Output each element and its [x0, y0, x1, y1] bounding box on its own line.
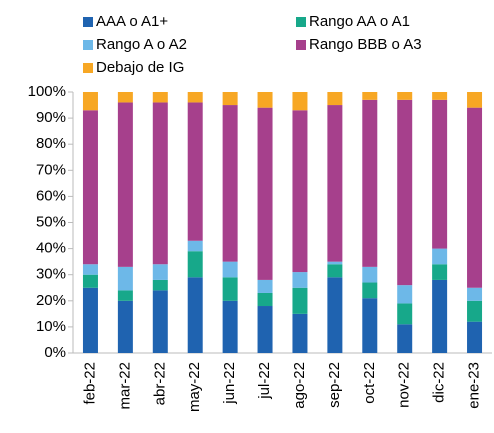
x-tick-label: jun-22	[221, 362, 238, 405]
y-tick-label: 60%	[36, 187, 66, 204]
bar-segment	[432, 99, 448, 249]
bar-segment	[117, 92, 133, 103]
y-tick-label: 100%	[28, 83, 66, 100]
legend-swatch	[296, 17, 306, 27]
legend-label: Rango A o A2	[96, 36, 187, 53]
legend-swatch	[83, 17, 93, 27]
bar-segment	[432, 279, 448, 353]
bar-segment	[257, 92, 273, 108]
bar-segment	[187, 102, 203, 241]
bar-segment	[117, 102, 133, 267]
bar-segment	[222, 277, 238, 301]
bar-segment	[362, 92, 378, 100]
x-tick-label: oct-22	[361, 362, 378, 404]
bar-segment	[292, 92, 308, 111]
bar-segment	[397, 285, 413, 304]
x-tick-label: nov-22	[396, 362, 413, 408]
bar-segment	[397, 324, 413, 353]
bar-segment	[292, 110, 308, 273]
bar-segment	[292, 313, 308, 353]
bar-segment	[467, 107, 483, 288]
bar-segment	[362, 99, 378, 267]
bar-segment	[327, 261, 343, 265]
x-tick-label: abr-22	[151, 362, 168, 405]
bar-segment	[82, 264, 98, 275]
bar-segment	[82, 287, 98, 353]
bar-segment	[397, 92, 413, 100]
bar-segment	[117, 266, 133, 291]
bar-segment	[327, 105, 343, 262]
legend-label: Debajo de IG	[96, 59, 184, 76]
bar-segment	[467, 287, 483, 301]
bar-segment	[257, 292, 273, 307]
bar-segment	[327, 277, 343, 353]
legend-swatch	[83, 40, 93, 50]
bar-segment	[432, 264, 448, 280]
bar-segment	[362, 282, 378, 299]
bar-segment	[117, 300, 133, 353]
y-tick-label: 90%	[36, 109, 66, 126]
x-tick-label: jul-22	[256, 362, 273, 400]
bar-segment	[82, 92, 98, 111]
bar-segment	[257, 279, 273, 293]
bar-segment	[187, 240, 203, 252]
bar-segment	[292, 287, 308, 314]
bar-segment	[432, 92, 448, 100]
x-tick-label: feb-22	[81, 362, 98, 405]
bar-segment	[187, 277, 203, 353]
bar-segment	[397, 303, 413, 325]
bar-segment	[257, 107, 273, 280]
bar-segment	[222, 300, 238, 353]
legend-label: AAA o A1+	[96, 13, 168, 30]
bar-segment	[152, 264, 168, 280]
bar-segment	[467, 92, 483, 108]
bar-segment	[152, 290, 168, 353]
legend-label: Rango BBB o A3	[309, 36, 422, 53]
x-tick-label: ene-23	[466, 362, 483, 409]
y-tick-label: 80%	[36, 135, 66, 152]
bar-segment	[117, 290, 133, 301]
bar-segment	[327, 92, 343, 106]
y-tick-label: 50%	[36, 213, 66, 230]
legend-swatch	[296, 40, 306, 50]
bar-segment	[292, 272, 308, 288]
bar-segment	[327, 264, 343, 278]
y-tick-label: 20%	[36, 292, 66, 309]
x-tick-label: may-22	[186, 362, 203, 412]
bar-segment	[362, 266, 378, 283]
bar-segment	[152, 102, 168, 265]
x-tick-label: sep-22	[326, 362, 343, 408]
x-tick-label: ago-22	[291, 362, 308, 409]
bar-segment	[362, 298, 378, 353]
bar-segment	[152, 92, 168, 103]
bar-segment	[257, 306, 273, 353]
bar-segment	[397, 99, 413, 286]
bar-segment	[222, 105, 238, 262]
legend-swatch	[83, 63, 93, 73]
bar-segment	[222, 92, 238, 106]
bar-segment	[152, 279, 168, 291]
y-tick-label: 40%	[36, 240, 66, 257]
y-tick-label: 30%	[36, 266, 66, 283]
bar-segment	[187, 92, 203, 103]
bar-segment	[187, 251, 203, 278]
y-tick-label: 70%	[36, 161, 66, 178]
bar-segment	[432, 248, 448, 265]
x-tick-label: dic-22	[431, 362, 448, 403]
bar-segment	[82, 110, 98, 265]
bar-segment	[467, 321, 483, 353]
legend-label: Rango AA o A1	[309, 13, 410, 30]
y-tick-label: 0%	[44, 344, 66, 361]
bar-segment	[82, 274, 98, 288]
y-tick-label: 10%	[36, 318, 66, 335]
x-tick-label: mar-22	[116, 362, 133, 410]
bar-segment	[467, 300, 483, 322]
bar-segment	[222, 261, 238, 278]
